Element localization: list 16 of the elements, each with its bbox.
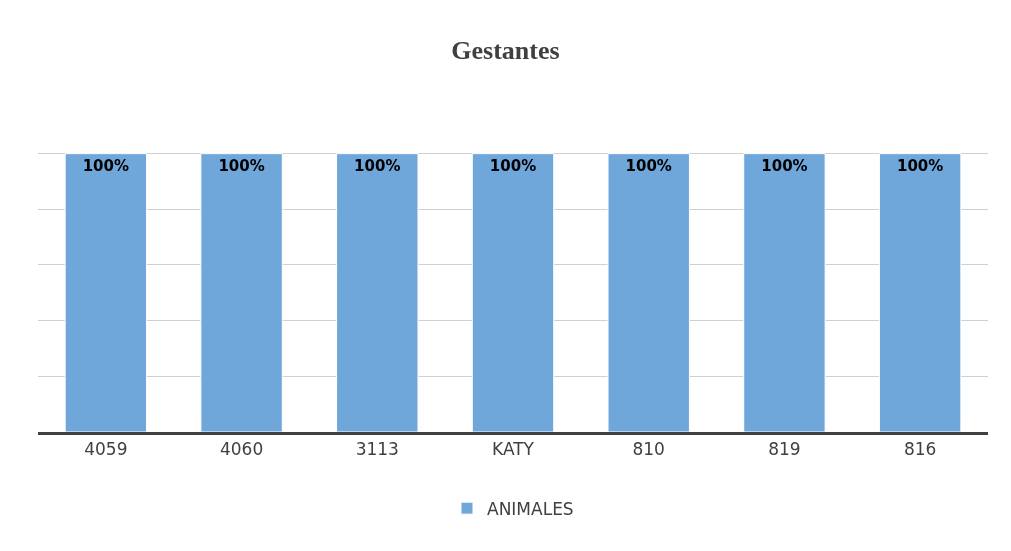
x-tick-label: 3113 xyxy=(355,439,399,460)
x-tick-label: 4060 xyxy=(219,439,264,460)
data-label: 100% xyxy=(761,156,808,175)
data-label: 100% xyxy=(218,156,265,175)
x-tick-label: 819 xyxy=(768,439,801,460)
data-label: 100% xyxy=(489,156,537,175)
chart-title: Gestantes xyxy=(451,35,560,65)
x-tick-label: 810 xyxy=(632,439,665,460)
data-label: 100% xyxy=(82,156,130,175)
data-label: 100% xyxy=(625,156,672,175)
data-label: 100% xyxy=(354,156,401,175)
legend-label: ANIMALES xyxy=(487,498,574,519)
data-label: 100% xyxy=(896,156,944,175)
x-tick-label: 4059 xyxy=(84,439,128,460)
x-tick-label: KATY xyxy=(492,439,535,460)
x-tick-label: 816 xyxy=(903,439,937,460)
